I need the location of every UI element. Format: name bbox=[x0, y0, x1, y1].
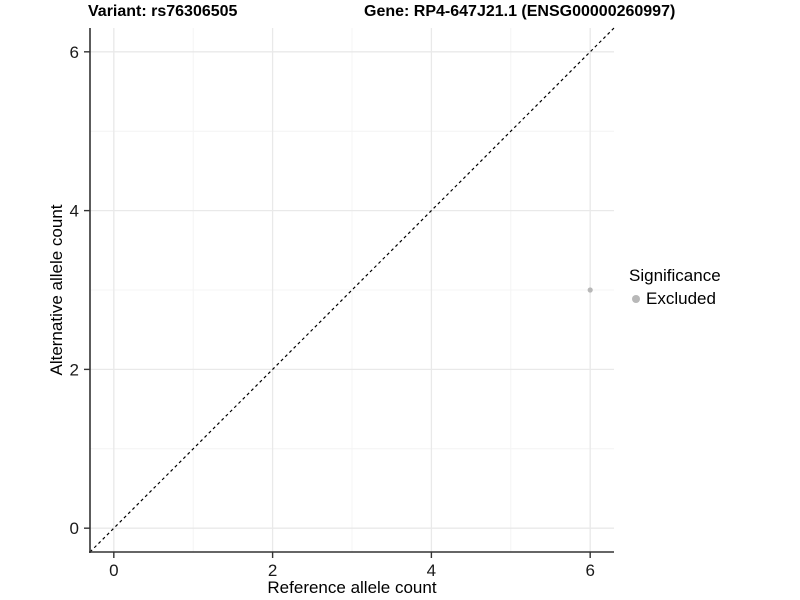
x-tick-label: 2 bbox=[268, 561, 277, 580]
legend-point-icon bbox=[632, 295, 640, 303]
y-tick-label: 4 bbox=[70, 202, 79, 221]
plot-title-variant: Variant: rs76306505 bbox=[88, 3, 238, 20]
x-tick-label: 6 bbox=[585, 561, 594, 580]
y-tick-label: 2 bbox=[70, 360, 79, 379]
y-tick-label: 6 bbox=[70, 43, 79, 62]
y-axis-title: Alternative allele count bbox=[47, 204, 66, 376]
legend-title: Significance bbox=[629, 266, 721, 285]
x-axis-title: Reference allele count bbox=[267, 578, 437, 597]
legend-item-excluded: Excluded bbox=[632, 289, 721, 309]
x-tick-label: 4 bbox=[427, 561, 436, 580]
legend-item-label: Excluded bbox=[646, 289, 716, 308]
y-tick-label: 0 bbox=[70, 519, 79, 538]
legend: Significance Excluded bbox=[629, 266, 721, 309]
plot-title-gene: Gene: RP4-647J21.1 (ENSG00000260997) bbox=[364, 3, 676, 20]
x-tick-label: 0 bbox=[109, 561, 118, 580]
data-point bbox=[587, 287, 593, 293]
